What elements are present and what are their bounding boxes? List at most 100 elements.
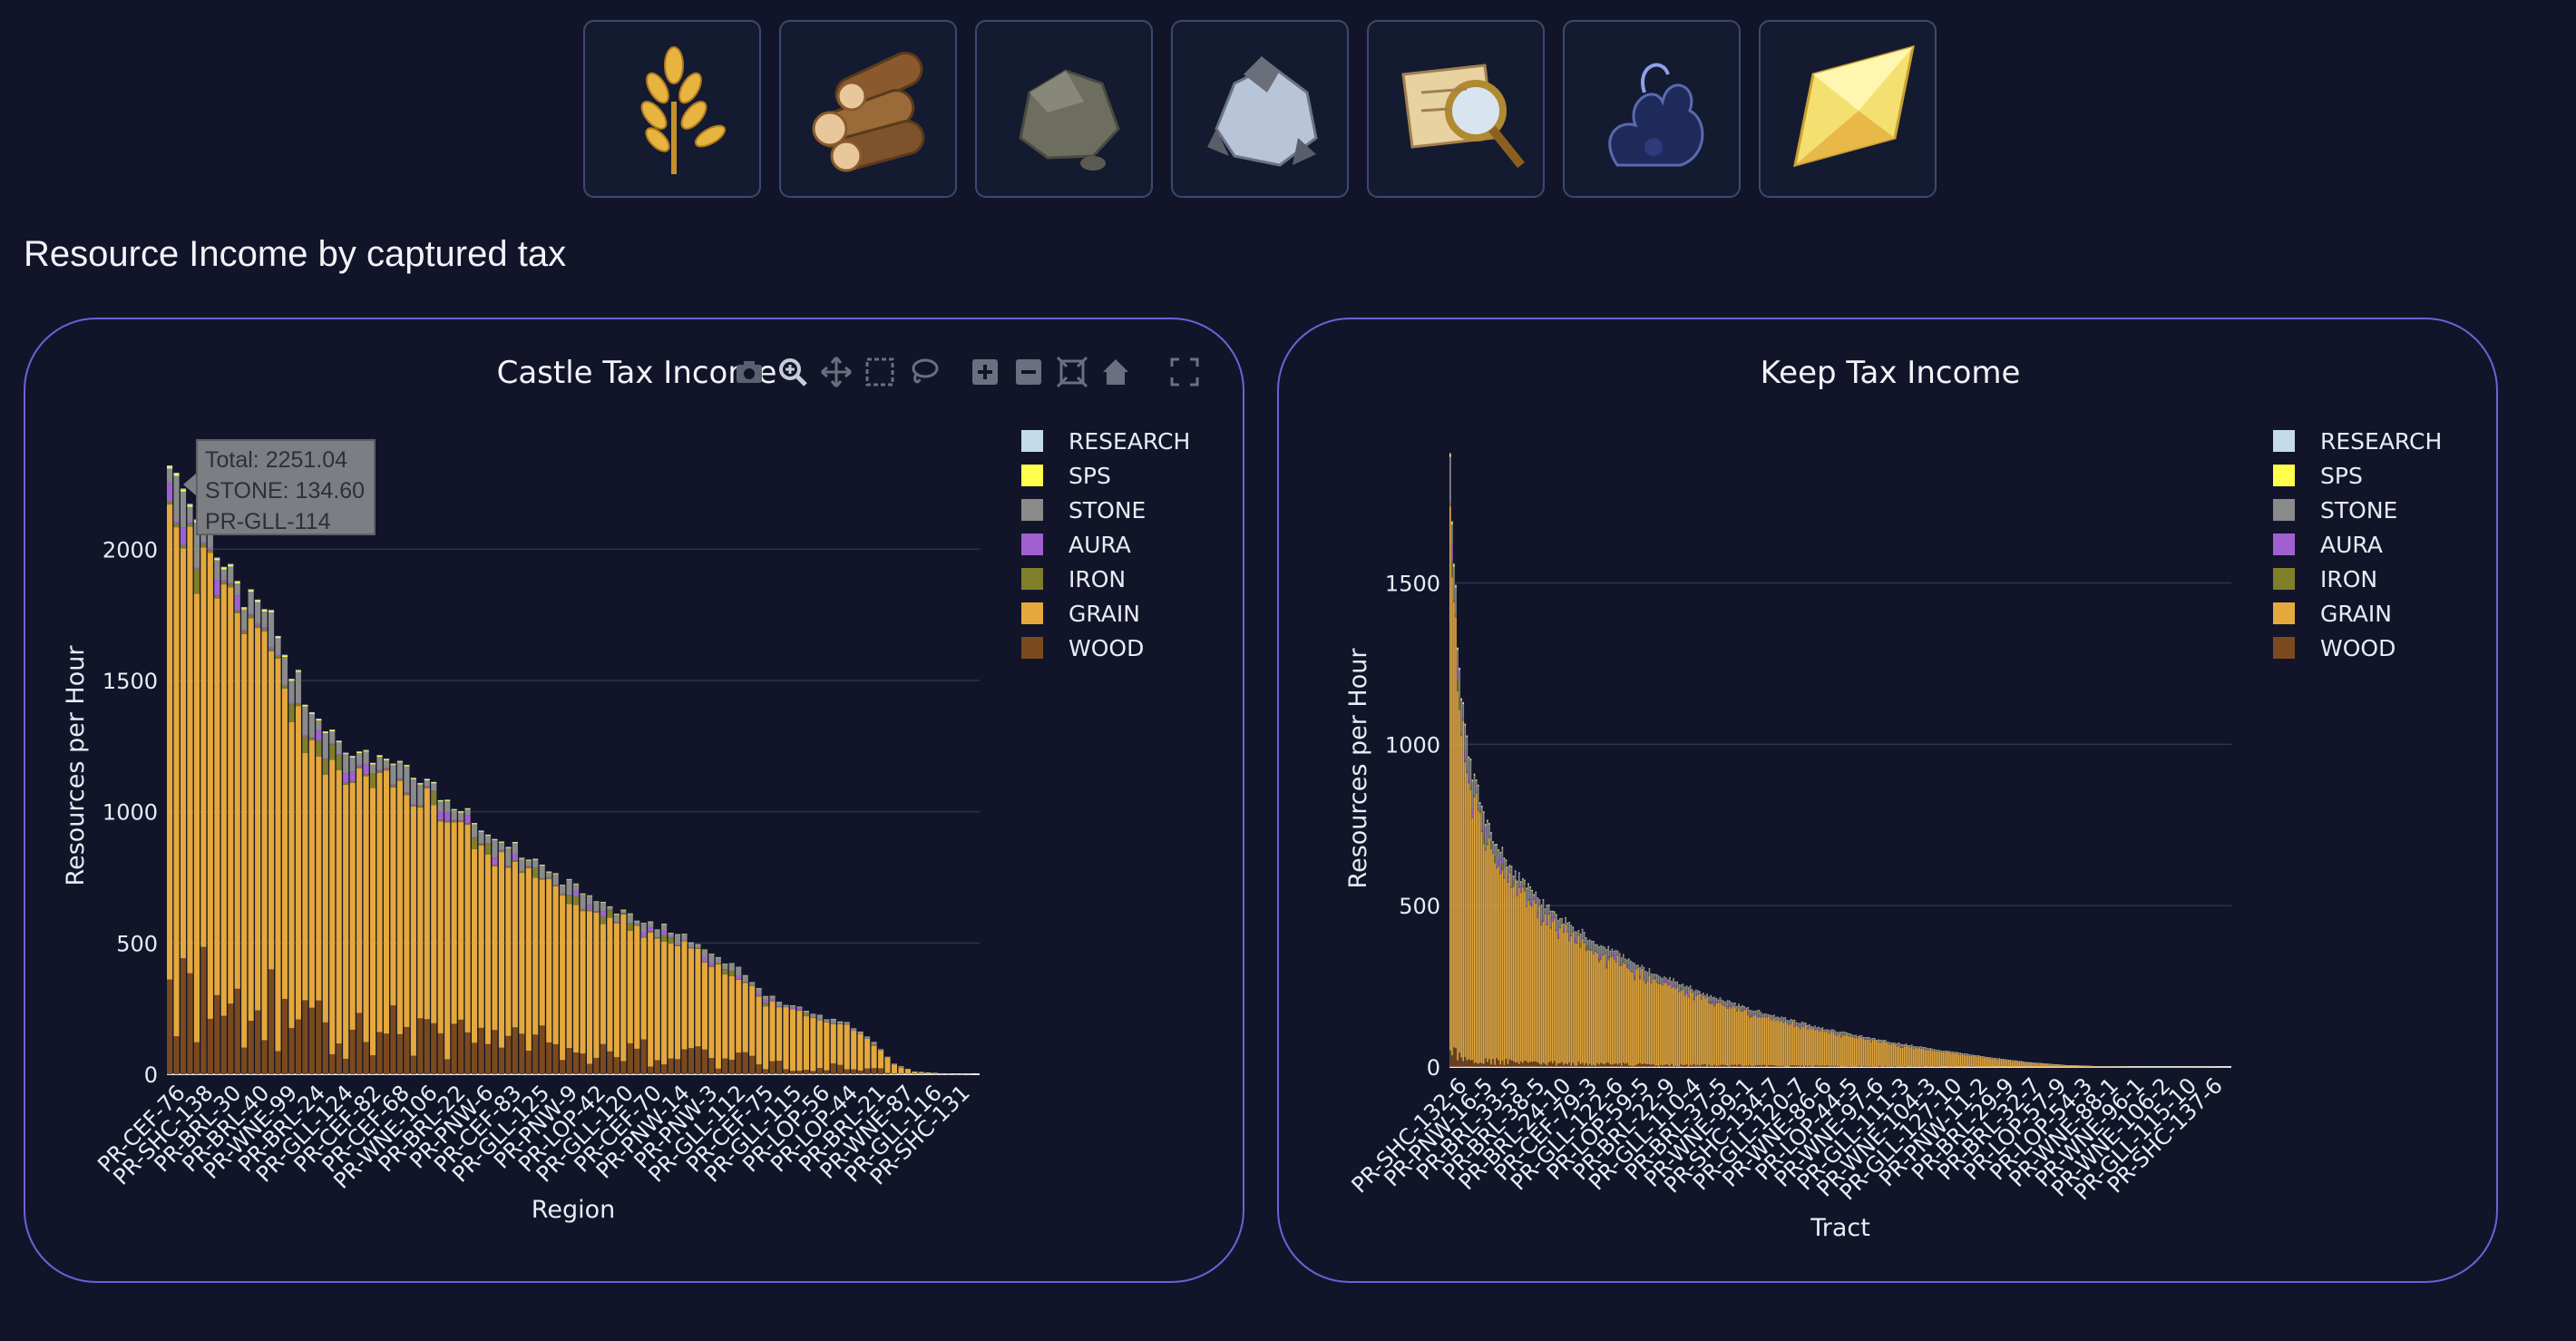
bar-segment-grain[interactable]: [1549, 928, 1552, 1062]
bar-segment-stone[interactable]: [1703, 993, 1704, 995]
bar-segment-iron[interactable]: [1596, 953, 1598, 954]
bar-segment-grain[interactable]: [1704, 998, 1706, 1064]
bar-segment-wood[interactable]: [1836, 1066, 1839, 1067]
bar-segment-wood[interactable]: [1724, 1065, 1727, 1067]
bar-segment-grain[interactable]: [1689, 989, 1692, 1065]
bar-segment-stone[interactable]: [1853, 1035, 1856, 1037]
bar-segment-grain[interactable]: [1812, 1028, 1814, 1067]
bar-segment-aura[interactable]: [498, 849, 504, 851]
bar-segment-stone[interactable]: [1743, 1006, 1745, 1009]
bar-segment-wood[interactable]: [228, 1003, 234, 1074]
bar-segment-grain[interactable]: [1643, 980, 1645, 1064]
bar-segment-iron[interactable]: [308, 738, 315, 740]
bar-segment-aura[interactable]: [1673, 984, 1674, 987]
bar-segment-research[interactable]: [1526, 887, 1527, 889]
bar-segment-stone[interactable]: [1987, 1057, 1989, 1059]
bar-segment-grain[interactable]: [2037, 1062, 2040, 1067]
bar-segment-sps[interactable]: [383, 759, 390, 760]
bar-segment-stone[interactable]: [1758, 1010, 1761, 1015]
bar-segment-wood[interactable]: [336, 1043, 342, 1074]
bar-segment-sps[interactable]: [376, 755, 383, 758]
bar-segment-aura[interactable]: [396, 778, 403, 779]
bar-segment-wood[interactable]: [444, 1059, 451, 1074]
bar-segment-aura[interactable]: [343, 773, 349, 783]
bar-segment-wood[interactable]: [1726, 1065, 1729, 1067]
bar-segment-grain[interactable]: [1761, 1016, 1764, 1065]
bar-segment-research[interactable]: [1488, 823, 1490, 824]
bar-segment-stone[interactable]: [1866, 1037, 1869, 1039]
bar-segment-iron[interactable]: [1457, 678, 1459, 691]
bar-segment-stone[interactable]: [1712, 997, 1714, 1002]
bar-segment-grain[interactable]: [2085, 1065, 2088, 1067]
bar-segment-grain[interactable]: [525, 867, 532, 1052]
bar-segment-stone[interactable]: [1471, 781, 1474, 809]
bar-segment-stone[interactable]: [1920, 1046, 1922, 1049]
bar-segment-stone[interactable]: [1857, 1036, 1859, 1038]
bar-segment-grain[interactable]: [1453, 602, 1455, 1048]
bar-segment-aura[interactable]: [1478, 810, 1481, 812]
bar-segment-aura[interactable]: [607, 909, 613, 911]
bar-segment-grain[interactable]: [1464, 762, 1467, 1057]
bar-segment-grain[interactable]: [742, 983, 748, 1052]
bar-segment-sps[interactable]: [329, 729, 336, 732]
bar-segment-stone[interactable]: [1522, 879, 1524, 886]
bar-segment-iron[interactable]: [437, 819, 444, 822]
bar-segment-iron[interactable]: [600, 916, 606, 925]
bar-segment-stone[interactable]: [1816, 1027, 1819, 1030]
bar-segment-aura[interactable]: [167, 482, 173, 502]
bar-segment-stone[interactable]: [1938, 1050, 1941, 1052]
bar-segment-wood[interactable]: [268, 969, 275, 1074]
bar-segment-sps[interactable]: [607, 906, 613, 907]
bar-segment-sps[interactable]: [1514, 871, 1517, 872]
bar-segment-grain[interactable]: [2032, 1062, 2034, 1067]
bar-segment-iron[interactable]: [1466, 771, 1469, 773]
bar-segment-stone[interactable]: [1986, 1057, 1987, 1058]
bar-segment-grain[interactable]: [1517, 887, 1520, 1064]
bar-segment-research[interactable]: [1484, 824, 1487, 825]
bar-segment-wood[interactable]: [884, 1072, 891, 1074]
bar-segment-stone[interactable]: [1786, 1020, 1789, 1023]
bar-segment-wood[interactable]: [390, 1004, 396, 1074]
bar-segment-wood[interactable]: [1462, 1061, 1465, 1067]
bar-segment-stone[interactable]: [675, 935, 681, 945]
bar-segment-iron[interactable]: [1512, 880, 1515, 887]
bar-segment-grain[interactable]: [1641, 968, 1644, 1065]
bar-segment-grain[interactable]: [1492, 853, 1494, 1060]
bar-segment-stone[interactable]: [241, 609, 248, 631]
bar-segment-aura[interactable]: [1480, 830, 1483, 831]
bar-segment-wood[interactable]: [634, 1048, 640, 1074]
bar-segment-wood[interactable]: [1655, 1065, 1658, 1067]
bar-segment-grain[interactable]: [2108, 1066, 2111, 1067]
bar-segment-stone[interactable]: [1827, 1029, 1830, 1033]
bar-segment-wood[interactable]: [1818, 1065, 1820, 1067]
bar-segment-aura[interactable]: [336, 754, 342, 756]
bar-segment-wood[interactable]: [1910, 1066, 1913, 1067]
bar-segment-aura[interactable]: [1598, 954, 1600, 959]
bar-segment-wood[interactable]: [1823, 1065, 1826, 1067]
bar-segment-aura[interactable]: [620, 913, 627, 914]
bar-segment-iron[interactable]: [1595, 951, 1596, 952]
bar-segment-research[interactable]: [261, 609, 268, 611]
bar-segment-aura[interactable]: [1482, 828, 1485, 837]
bar-segment-iron[interactable]: [1473, 796, 1476, 798]
bar-segment-sps[interactable]: [431, 782, 437, 784]
bar-segment-sps[interactable]: [532, 858, 539, 860]
bar-segment-iron[interactable]: [695, 947, 701, 949]
bar-segment-grain[interactable]: [1639, 979, 1642, 1063]
bar-segment-stone[interactable]: [1583, 933, 1586, 943]
bar-segment-iron[interactable]: [1510, 886, 1513, 888]
bar-segment-sps[interactable]: [1498, 849, 1500, 851]
bar-segment-grain[interactable]: [1795, 1024, 1798, 1066]
bar-segment-stone[interactable]: [1524, 880, 1526, 886]
bar-segment-aura[interactable]: [1917, 1047, 1918, 1049]
bar-segment-stone[interactable]: [1533, 895, 1536, 899]
bar-segment-iron[interactable]: [1622, 959, 1625, 964]
bar-segment-aura[interactable]: [1665, 979, 1667, 983]
bar-segment-sps[interactable]: [1505, 859, 1508, 861]
bar-segment-aura[interactable]: [1701, 996, 1703, 1000]
bar-segment-iron[interactable]: [173, 524, 180, 528]
bar-segment-grain[interactable]: [1678, 992, 1681, 1067]
bar-segment-sps[interactable]: [478, 830, 484, 832]
bar-segment-grain[interactable]: [1849, 1036, 1851, 1067]
bar-segment-wood[interactable]: [410, 1055, 416, 1074]
